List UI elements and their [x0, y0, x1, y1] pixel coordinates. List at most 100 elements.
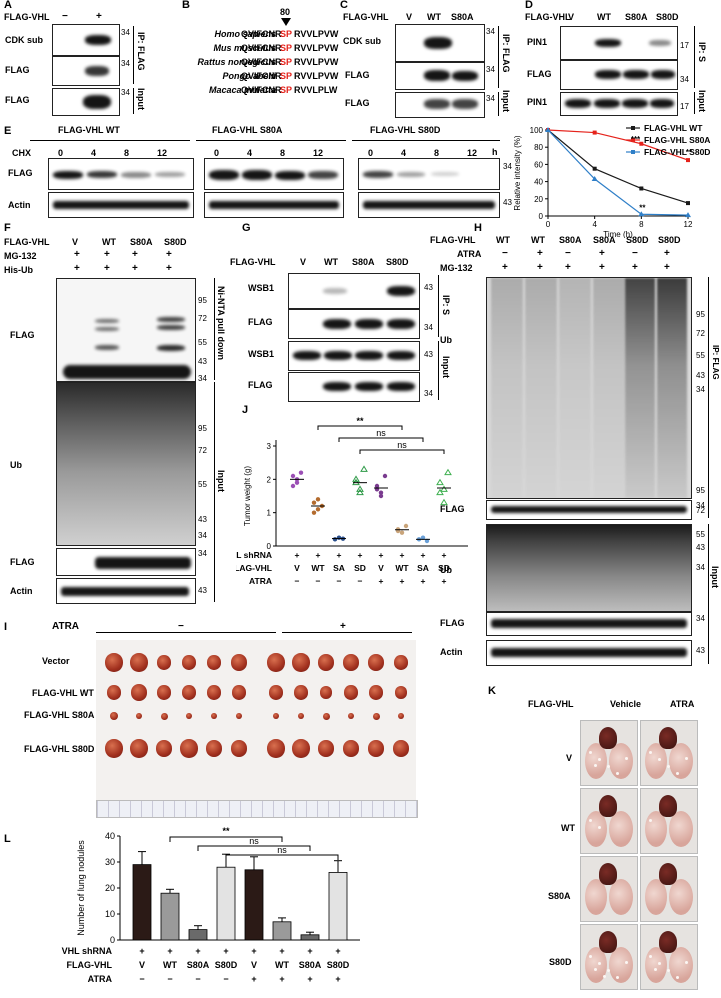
f-mw-top-3: 55	[198, 338, 207, 347]
j-cell: −	[337, 576, 342, 586]
h-mw-ub2-5: 34	[696, 563, 705, 572]
e-time-2-4: 12	[313, 148, 324, 158]
l-row-label-3: ATRA	[88, 974, 113, 984]
g-mw-2: 34	[424, 323, 433, 332]
j-point	[315, 507, 321, 512]
l-bar-1	[132, 864, 152, 941]
h-mg-val: +	[599, 262, 605, 273]
a-mw-3: 34	[121, 88, 130, 97]
f-blot-actin	[56, 578, 196, 604]
h-bracket-ip: IP: FLAG	[711, 345, 720, 380]
e-series-line-1	[547, 129, 689, 204]
g-blot-wsb1-input	[288, 341, 420, 371]
k-row-1: V	[566, 753, 573, 763]
g-bracket-input: Input	[441, 356, 451, 378]
e-y-tick-label: 100	[530, 126, 544, 135]
l-cell: +	[307, 974, 312, 984]
k-heart	[599, 931, 617, 953]
k-lung-lobe	[609, 811, 633, 847]
k-lung-lobe	[645, 879, 667, 915]
j-cell: WT	[395, 563, 409, 573]
f-mw-ub-1: 95	[198, 424, 207, 433]
g-mw-1: 43	[424, 283, 433, 292]
c-blot-flag-input	[395, 92, 485, 118]
f-blot-ni-nta	[56, 278, 196, 382]
g-blot-label-2: FLAG	[248, 317, 273, 327]
h-mw-ub2-4: 43	[696, 543, 705, 552]
d-mw-1: 17	[680, 41, 689, 50]
e-time-2-3: 8	[280, 148, 286, 158]
f-val: +	[132, 249, 138, 260]
l-y-tick-label: 20	[105, 883, 115, 893]
tumor	[182, 685, 196, 700]
e-point	[685, 212, 691, 218]
tumor	[294, 685, 308, 700]
d-mw-3: 17	[680, 102, 689, 111]
h-mw-ub-3: 55	[696, 351, 705, 360]
panel-a-label: A	[4, 0, 12, 11]
k-nodule	[594, 968, 597, 971]
h-row-3: MG-132	[440, 263, 473, 273]
j-row-label-3: ATRA	[249, 576, 272, 586]
l-sig-ns-1: ns	[249, 836, 259, 846]
k-nodule	[649, 955, 652, 958]
f-blot-ub	[56, 382, 196, 546]
tumor	[105, 653, 123, 672]
e-chx-label: CHX	[12, 148, 32, 158]
j-y-tick-label: 1	[267, 509, 272, 518]
l-cell: V	[139, 960, 145, 970]
h-lane-6: S80D	[658, 235, 681, 245]
f-val: +	[104, 263, 110, 274]
h-blot-flag-input	[486, 612, 692, 636]
k-heart	[659, 727, 677, 749]
panel-e-label: E	[4, 125, 12, 137]
tumor	[292, 739, 310, 758]
j-sig-ns-2: ns	[397, 440, 407, 450]
e-group-3: FLAG-VHL S80D	[370, 125, 441, 135]
k-nodule	[589, 819, 592, 822]
l-y-tick-label: 30	[105, 857, 115, 867]
h-lane-4: S80A	[593, 235, 616, 245]
k-lung-lobe	[609, 743, 633, 779]
g-lane-2: WT	[324, 257, 338, 267]
f-blot-label-actin: Actin	[10, 586, 33, 596]
f-lane-4: S80D	[164, 237, 187, 247]
e-legend-marker	[631, 150, 635, 154]
b-species-3: Rattus norvegicus	[197, 57, 276, 67]
h-blot-flag-ip	[486, 500, 692, 520]
panel-c-label: C	[340, 0, 348, 11]
l-bar-2	[160, 892, 180, 941]
c-mw-3: 34	[486, 94, 495, 103]
e-blot-label-flag: FLAG	[8, 168, 33, 178]
l-cell: +	[251, 974, 256, 984]
f-mw-top-2: 72	[198, 314, 207, 323]
c-blot-label-1: CDK sub	[343, 36, 381, 46]
b-seq-pre-5: QVIFCNR	[241, 85, 282, 95]
f-mw-top-5: 34	[198, 374, 207, 383]
l-cell: S80D	[215, 960, 238, 970]
k-row-4: S80D	[549, 957, 572, 967]
tumor	[157, 655, 171, 670]
d-lane-3: S80A	[625, 12, 648, 22]
k-heart	[599, 863, 617, 885]
h-lane-1: WT	[496, 235, 510, 245]
h-blot-label-ub-2: Ub	[440, 565, 452, 575]
h-mg-val: +	[664, 262, 670, 273]
e-time-2-1: 0	[214, 148, 220, 158]
b-seq-sp-3: SP	[280, 57, 293, 67]
j-sig-bracket-3	[359, 449, 445, 454]
h-blot-ub-input	[486, 524, 692, 612]
l-cell: +	[279, 974, 284, 984]
g-mw-4: 34	[424, 389, 433, 398]
j-cell: −	[295, 576, 300, 586]
j-row-label-2: FLAG-VHL	[236, 563, 272, 573]
tumor	[368, 740, 384, 757]
a-mw-1: 34	[121, 28, 130, 37]
k-row-2: WT	[561, 823, 575, 833]
j-point	[424, 538, 430, 544]
e-y-axis-label: Relative intensity (%)	[513, 135, 522, 210]
h-blot-ub-ip	[486, 277, 692, 499]
tumor	[160, 712, 168, 720]
l-bar-8	[328, 872, 348, 941]
e-legend-entry-2: FLAG-VHL S80A	[644, 135, 710, 145]
